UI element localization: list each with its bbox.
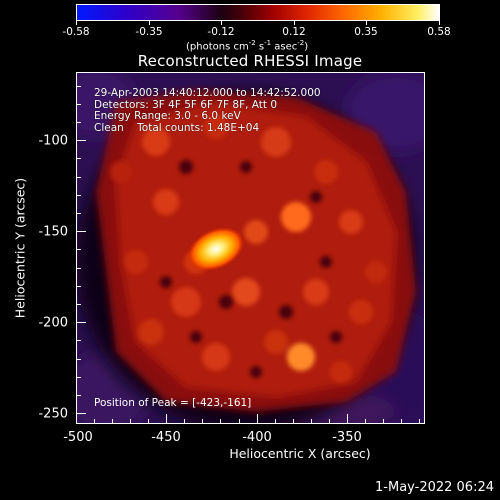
info-line: Energy Range: 3.0 - 6.0 keV (94, 110, 241, 122)
x-axis-minor-tick (401, 419, 402, 424)
y-axis-tick (76, 413, 86, 414)
x-axis-tick (166, 414, 167, 424)
x-tick-label: -400 (242, 430, 272, 445)
x-axis-minor-tick (419, 419, 420, 424)
x-axis-minor-tick (275, 419, 276, 424)
x-axis-minor-tick (293, 419, 294, 424)
x-axis-tick (257, 414, 258, 424)
y-axis-minor-tick (76, 377, 81, 378)
colorbar-tick-label: -0.12 (207, 26, 235, 38)
x-axis-minor-tick (220, 419, 221, 424)
colorbar-tick-label: 0.35 (354, 26, 378, 38)
y-axis-minor-tick (76, 122, 81, 123)
x-axis-minor-tick (130, 419, 131, 424)
info-line: Clean Total counts: 1.48E+04 (94, 121, 260, 134)
y-axis-minor-tick (76, 395, 81, 396)
colorbar-tick-label: 0.12 (282, 26, 306, 38)
x-axis-title: Heliocentric X (arcsec) (229, 446, 371, 461)
x-axis-minor-tick (311, 419, 312, 424)
y-axis-minor-tick (76, 286, 81, 287)
y-axis-minor-tick (76, 158, 81, 159)
datestamp: 1-May-2022 06:24 (375, 480, 494, 495)
x-axis-minor-tick (383, 419, 384, 424)
emission-blobs (110, 115, 387, 383)
y-axis-minor-tick (76, 195, 81, 196)
peak-position-label: Position of Peak = [-423,-161] (94, 397, 252, 409)
rhessi-image: 29-Apr-2003 14:40:12.000 to 14:42:52.000… (76, 72, 425, 424)
y-tick-label: -100 (38, 133, 68, 149)
colorbar-tick (294, 21, 295, 25)
y-tick-label: -200 (38, 315, 68, 331)
observation-info: 29-Apr-2003 14:40:12.000 to 14:42:52.000… (94, 87, 321, 134)
colorbar-units-part: (photons cm (186, 41, 249, 53)
x-axis-minor-tick (239, 419, 240, 424)
y-axis-minor-tick (76, 304, 81, 305)
plot-title: Reconstructed RHESSI Image (137, 52, 363, 70)
colorbar-units: (photons cm-2 s-1 asec-2) (186, 39, 308, 52)
info-line: Detectors: 3F 4F 5F 6F 7F 8F, Att 0 (94, 98, 278, 111)
colorbar-tick-label: 0.58 (427, 26, 451, 38)
y-axis-title: Heliocentric Y (arcsec) (12, 177, 28, 319)
colorbar-units-sup: -2 (248, 39, 256, 47)
colorbar-tick-label: -0.35 (135, 26, 163, 38)
x-axis-minor-tick (94, 419, 95, 424)
x-axis-minor-tick (112, 419, 113, 424)
emission-holes (160, 160, 342, 378)
y-axis-tick (76, 231, 86, 232)
emission-peak (187, 226, 245, 272)
y-axis-minor-tick (76, 359, 81, 360)
colorbar-tick (76, 21, 77, 25)
y-axis-minor-tick (76, 104, 81, 105)
colorbar-tick (221, 21, 222, 25)
x-axis-minor-tick (202, 419, 203, 424)
y-axis-tick (76, 322, 86, 323)
colorbar-tick (439, 21, 440, 25)
x-axis-tick (347, 414, 348, 424)
y-axis-minor-tick (76, 249, 81, 250)
x-axis-minor-tick (329, 419, 330, 424)
x-axis-tick (76, 414, 77, 424)
x-tick-label: -450 (151, 430, 181, 445)
colorbar-tick-label: -0.58 (62, 26, 90, 38)
x-axis-minor-tick (148, 419, 149, 424)
colorbar-units-sup: -2 (297, 39, 305, 47)
colorbar (76, 4, 440, 21)
y-axis-minor-tick (76, 268, 81, 269)
colorbar-units-part: asec (271, 41, 298, 53)
x-tick-label: -500 (63, 430, 93, 445)
colorbar-gradient (76, 4, 440, 21)
y-axis-minor-tick (76, 340, 81, 341)
y-tick-label: -250 (38, 406, 68, 422)
y-axis-minor-tick (76, 86, 81, 87)
y-axis-minor-tick (76, 177, 81, 178)
y-axis-tick (76, 140, 86, 141)
x-axis-minor-tick (365, 419, 366, 424)
colorbar-units-sup: -1 (264, 39, 272, 47)
x-axis-minor-tick (184, 419, 185, 424)
y-axis-minor-tick (76, 213, 81, 214)
x-tick-label: -350 (332, 430, 362, 445)
y-tick-label: -150 (38, 224, 68, 240)
rhessi-heatmap (76, 72, 425, 424)
colorbar-units-part: s (255, 41, 265, 53)
colorbar-units-part: ) (304, 41, 309, 53)
info-line: 29-Apr-2003 14:40:12.000 to 14:42:52.000 (94, 87, 321, 99)
colorbar-tick (149, 21, 150, 25)
colorbar-tick (366, 21, 367, 25)
